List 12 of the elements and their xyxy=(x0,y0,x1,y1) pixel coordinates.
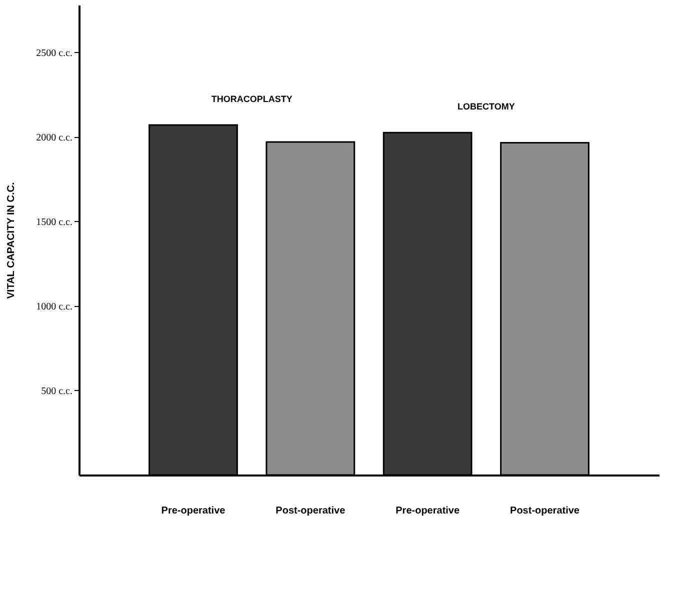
y-tick-label: 1500 c.c. xyxy=(36,216,72,228)
y-tick-label: 500 c.c. xyxy=(41,386,72,397)
x-tick-label: Post-operative xyxy=(276,506,346,516)
y-tick-label: 1000 c.c. xyxy=(36,301,72,312)
annotation: LOBECTOMY xyxy=(458,102,515,112)
y-axis-title: VITAL CAPACITY IN C.C. xyxy=(6,182,18,299)
x-tick-label: Pre-operative xyxy=(396,506,460,516)
x-tick-label: Pre-operative xyxy=(161,506,226,516)
x-tick-label: Post-operative xyxy=(510,506,580,516)
y-tick-label: 2000 c.c. xyxy=(36,132,72,144)
y-tick-label: 2500 c.c. xyxy=(36,48,72,59)
annotation: THORACOPLASTY xyxy=(211,94,292,104)
